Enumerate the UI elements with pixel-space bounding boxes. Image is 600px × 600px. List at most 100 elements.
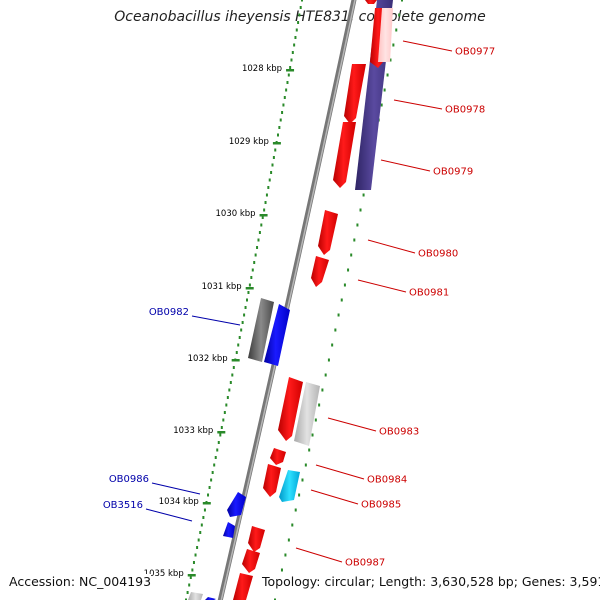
- inner-track-dot: [304, 463, 307, 467]
- inner-track-dot: [298, 493, 301, 497]
- scale-dot: [189, 576, 192, 579]
- inner-track-dot: [314, 418, 317, 422]
- gene-label[interactable]: OB0980: [418, 249, 458, 260]
- inner-track-dot: [347, 268, 350, 272]
- scale-dot: [286, 81, 289, 84]
- callout-line: [380, 159, 431, 172]
- gene-light-ob0983: [294, 382, 320, 446]
- scale-dot: [196, 546, 199, 549]
- accession-text: Accession: NC_004193: [9, 574, 152, 589]
- scale-dot: [267, 186, 270, 189]
- scale-labels: 1028 kbp 1029 kbp 1030 kbp 1031 kbp 1032 kbp…: [144, 64, 295, 579]
- callout-line: [145, 508, 193, 522]
- gene-label[interactable]: OB0982: [149, 307, 189, 318]
- gene-label[interactable]: OB0983: [379, 427, 419, 438]
- scale-label: 1028 kbp: [242, 64, 282, 74]
- gene-label[interactable]: OB0986: [109, 474, 149, 485]
- callout-line: [151, 482, 201, 495]
- scale-tick: [245, 287, 254, 290]
- inner-track-dot: [359, 208, 362, 212]
- inner-track-dot: [395, 28, 398, 32]
- scale-dot: [274, 148, 277, 152]
- scale-dot: [203, 508, 206, 512]
- inner-track-dot: [294, 508, 297, 512]
- scale-label: 1035 kbp: [144, 569, 184, 579]
- inner-track-dot: [308, 448, 311, 452]
- gene-reverse-bottom: [205, 597, 216, 600]
- callout-line: [327, 417, 377, 432]
- scale-dot: [191, 568, 194, 572]
- gene-label[interactable]: OB0979: [433, 167, 473, 178]
- gene-ob0982: [264, 304, 290, 366]
- scale-dot: [223, 411, 226, 414]
- inner-track-dot: [334, 328, 337, 332]
- inner-track-dot: [353, 238, 356, 242]
- gene-label[interactable]: OB0978: [445, 105, 485, 116]
- scale-dot: [264, 201, 267, 204]
- scale-label: 1031 kbp: [202, 282, 242, 292]
- scale-dot: [244, 306, 247, 309]
- scale-dot: [199, 531, 202, 534]
- scale-dot: [282, 103, 285, 107]
- inner-track-dot: [362, 193, 365, 197]
- callout-line: [295, 547, 343, 563]
- scale-dot: [197, 538, 200, 542]
- inner-track-dot: [321, 388, 324, 392]
- scale-dot: [254, 253, 257, 257]
- inner-track-dot: [343, 283, 346, 287]
- scale-dot: [299, 6, 302, 9]
- scale-dot: [246, 298, 248, 302]
- scale-dot: [287, 73, 290, 77]
- gene-label[interactable]: OB0984: [367, 475, 407, 486]
- gene-callouts-left: OB0982 OB0986 OB3516: [103, 307, 241, 522]
- gene-ob0980: [318, 210, 338, 255]
- scale-dot: [295, 28, 298, 32]
- gene-grey-ob0982: [248, 298, 274, 362]
- scale-dot: [208, 486, 211, 489]
- inner-track-dot: [383, 88, 386, 92]
- scale-tick: [231, 359, 240, 362]
- inner-track-dot: [311, 433, 314, 437]
- inner-track-dot: [340, 298, 343, 302]
- scale-dot: [268, 178, 271, 182]
- scale-dot: [238, 336, 241, 339]
- scale-dot: [192, 561, 195, 564]
- scale-dot: [210, 478, 213, 482]
- scale-dot: [263, 208, 266, 212]
- inner-track: [274, 0, 403, 600]
- scale-tick: [217, 431, 226, 434]
- scale-dot: [258, 231, 261, 234]
- gene-light-bottom: [188, 592, 203, 600]
- inner-track-dot: [324, 373, 327, 377]
- scale-track: [185, 0, 303, 600]
- callout-line: [191, 315, 241, 326]
- gene-label[interactable]: OB0987: [345, 558, 385, 569]
- scale-dot: [188, 583, 191, 587]
- gene-label[interactable]: OB0985: [361, 500, 401, 511]
- scale-dot: [231, 373, 234, 377]
- scale-dot: [220, 426, 223, 429]
- scale-dot: [257, 238, 260, 242]
- scale-dot: [272, 156, 275, 159]
- gene-ob0978: [344, 64, 366, 124]
- scale-dot: [256, 246, 259, 249]
- scale-label: 1032 kbp: [188, 354, 228, 364]
- inner-track-dot: [327, 358, 330, 362]
- callout-line: [393, 99, 443, 110]
- inner-track-dot: [287, 538, 290, 542]
- scale-dot: [229, 381, 232, 384]
- gene-label[interactable]: OB3516: [103, 500, 143, 511]
- gene-ob0981: [311, 256, 329, 287]
- scale-dot: [276, 133, 279, 137]
- gene-label[interactable]: OB0981: [409, 288, 449, 299]
- gene-rna-ob0985: [279, 470, 300, 502]
- gene-label[interactable]: OB0977: [455, 47, 495, 58]
- scale-dot: [278, 126, 281, 129]
- gene-ob0987-b: [242, 549, 260, 573]
- inner-track-dot: [280, 568, 283, 572]
- scale-dot: [290, 58, 293, 62]
- scale-dot: [237, 343, 240, 347]
- scale-dot: [217, 441, 220, 444]
- scale-dot: [243, 313, 246, 317]
